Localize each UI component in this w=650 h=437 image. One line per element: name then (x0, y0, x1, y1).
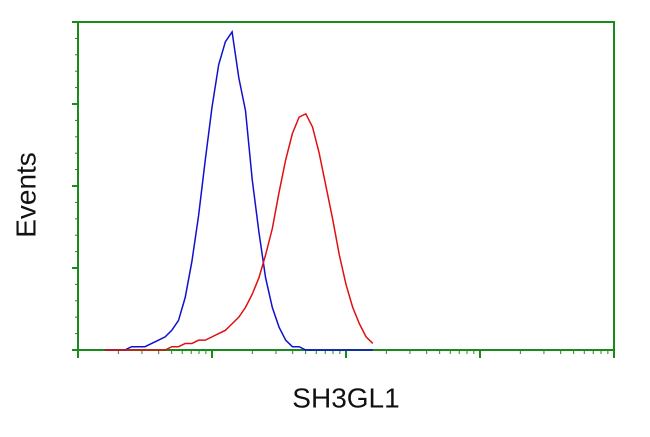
plot-frame (77, 21, 615, 351)
x-axis-label: SH3GL1 (292, 382, 399, 413)
y-axis-label: Events (10, 152, 41, 238)
histogram-line (104, 29, 373, 351)
histogram-line (104, 112, 374, 351)
